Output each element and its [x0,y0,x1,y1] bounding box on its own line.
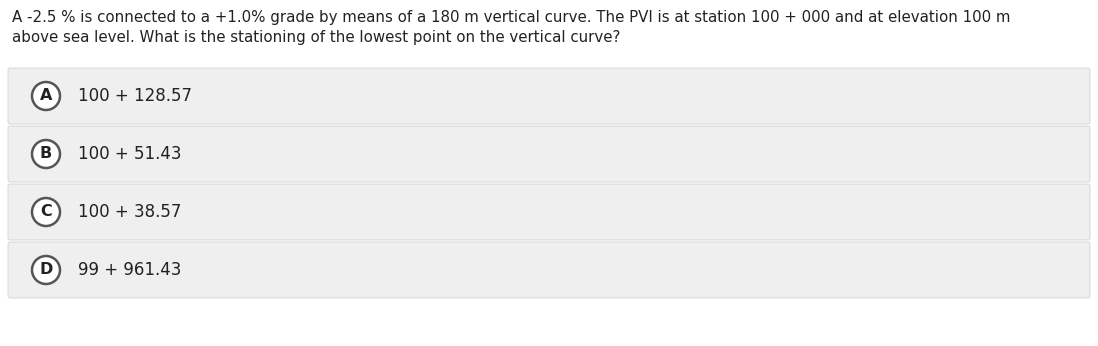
FancyBboxPatch shape [8,184,1090,240]
Text: D: D [40,263,53,277]
Text: 100 + 38.57: 100 + 38.57 [78,203,181,221]
Text: B: B [40,146,52,162]
Ellipse shape [32,82,60,110]
FancyBboxPatch shape [8,242,1090,298]
FancyBboxPatch shape [8,68,1090,124]
Text: A: A [40,89,53,103]
Text: 99 + 961.43: 99 + 961.43 [78,261,181,279]
Text: C: C [41,204,52,219]
Ellipse shape [32,256,60,284]
Text: A -2.5 % is connected to a +1.0% grade by means of a 180 m vertical curve. The P: A -2.5 % is connected to a +1.0% grade b… [12,10,1010,25]
Ellipse shape [32,198,60,226]
Text: 100 + 128.57: 100 + 128.57 [78,87,192,105]
Text: above sea level. What is the stationing of the lowest point on the vertical curv: above sea level. What is the stationing … [12,30,620,45]
Ellipse shape [32,140,60,168]
Text: 100 + 51.43: 100 + 51.43 [78,145,181,163]
FancyBboxPatch shape [8,126,1090,182]
